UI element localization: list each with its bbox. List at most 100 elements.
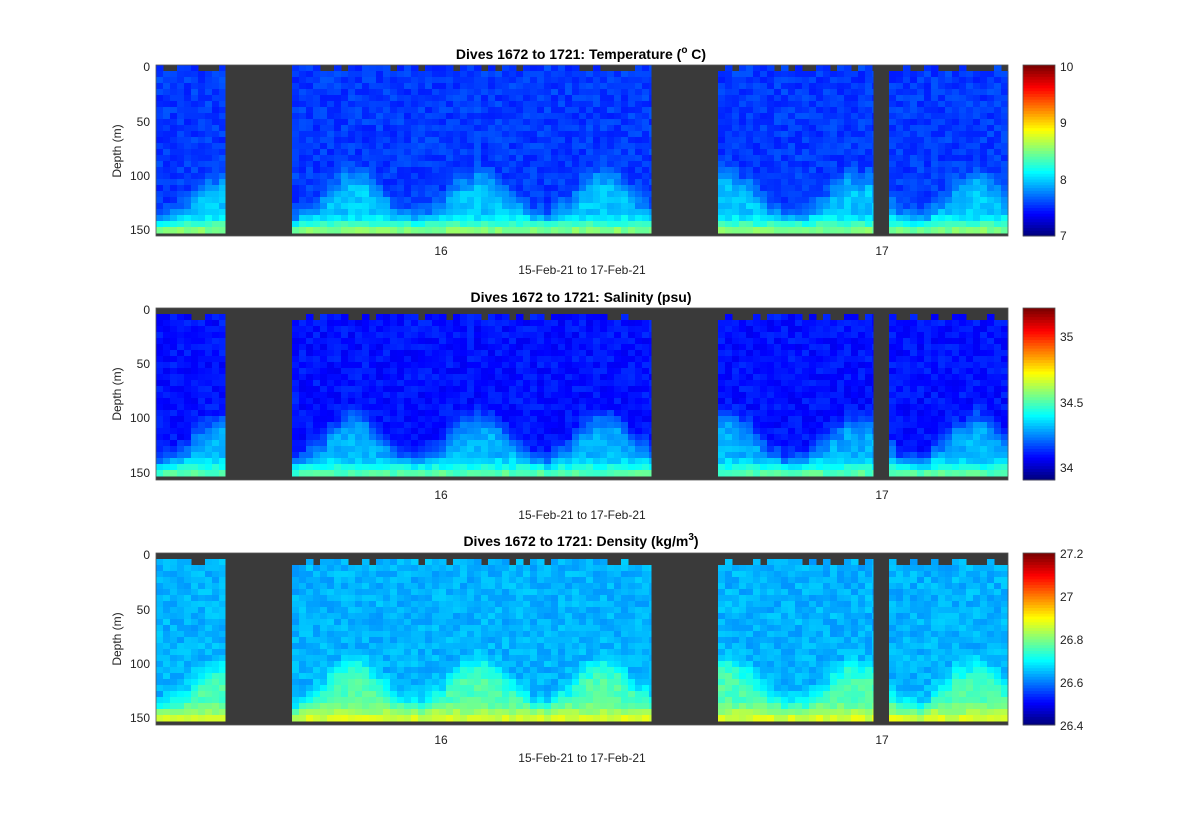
heatmap-cell [732,368,740,375]
heatmap-cell [746,203,754,210]
heatmap-cell [362,71,370,78]
heatmap-cell [369,71,377,78]
heatmap-cell [889,191,897,198]
heatmap-cell [411,398,419,405]
heatmap-cell [530,161,538,168]
heatmap-cell [558,149,566,156]
heatmap-cell [170,416,178,423]
heatmap-cell [558,71,566,78]
heatmap-cell [156,332,164,339]
heatmap-cell [205,221,213,228]
heatmap-cell [334,452,342,459]
colorbar-step [1023,73,1055,77]
heatmap-cell [509,161,517,168]
heatmap-cell [474,332,482,339]
heatmap-cell [369,380,377,387]
heatmap-cell [760,131,768,138]
heatmap-cell [334,101,342,108]
heatmap-cell [348,416,356,423]
heatmap-cell [809,119,817,126]
heatmap-cell [774,332,782,339]
heatmap-cell [467,215,475,222]
heatmap-cell [718,209,726,216]
heatmap-cell [432,410,440,417]
heatmap-cell [170,113,178,120]
heatmap-cell [788,107,796,114]
heatmap-cell [607,458,615,465]
heatmap-cell [579,71,587,78]
heatmap-cell [579,464,587,471]
heatmap-cell [191,83,199,90]
colorbar-step [1023,221,1055,226]
heatmap-cell [931,101,939,108]
heatmap-cell [432,446,440,453]
heatmap-cell [205,380,213,387]
heatmap-cell [411,350,419,357]
heatmap-cell [642,356,650,363]
heatmap-cell [760,185,768,192]
heatmap-cell [760,107,768,114]
heatmap-cell [467,398,475,405]
heatmap-cell [809,209,817,216]
colorbar-step [1023,130,1055,134]
heatmap-cell [170,344,178,351]
heatmap-cell [313,137,321,144]
heatmap-cell [530,137,538,144]
colorbar-step [1023,70,1055,75]
heatmap-cell [488,95,496,102]
heatmap-cell [621,392,629,399]
heatmap-cell [205,167,213,174]
heatmap-cell [474,209,482,216]
heatmap-cell [453,452,461,459]
heatmap-cell [453,125,461,132]
heatmap-cell [816,65,824,72]
heatmap-cell [453,332,461,339]
heatmap-cell [725,422,733,429]
heatmap-cell [306,83,314,90]
heatmap-cell [516,446,524,453]
heatmap-cell [774,125,782,132]
heatmap-cell [910,95,918,102]
heatmap-cell [481,458,489,465]
heatmap-cell [621,113,629,120]
heatmap-cell [649,410,652,417]
heatmap-cell [746,368,754,375]
heatmap-cell [439,83,447,90]
heatmap-cell [425,215,433,222]
heatmap-cell [191,179,199,186]
heatmap-cell [600,155,608,162]
heatmap-cell [306,185,314,192]
heatmap-cell [495,173,503,180]
heatmap-cell [306,161,314,168]
heatmap-cell [530,374,538,381]
heatmap-cell [355,155,363,162]
heatmap-cell [558,386,566,393]
heatmap-cell [341,221,349,228]
heatmap-cell [495,215,503,222]
heatmap-cell [313,143,321,150]
heatmap-cell [170,314,178,321]
heatmap-cell [383,470,391,477]
heatmap-cell [774,446,782,453]
heatmap-cell [600,83,608,90]
heatmap-cell [628,137,636,144]
heatmap-cell [292,71,300,78]
heatmap-cell [516,386,524,393]
heatmap-cell [425,209,433,216]
heatmap-cell [579,434,587,441]
heatmap-cell [198,470,206,477]
heatmap-cell [439,125,447,132]
heatmap-cell [453,386,461,393]
heatmap-cell [348,83,356,90]
heatmap-cell [467,434,475,441]
heatmap-cell [320,392,328,399]
heatmap-cell [753,83,761,90]
heatmap-cell [558,404,566,411]
heatmap-cell [781,179,789,186]
heatmap-cell [348,167,356,174]
heatmap-cell [579,119,587,126]
heatmap-cell [184,167,192,174]
heatmap-cell [341,470,349,477]
heatmap-cell [481,386,489,393]
heatmap-cell [593,83,601,90]
